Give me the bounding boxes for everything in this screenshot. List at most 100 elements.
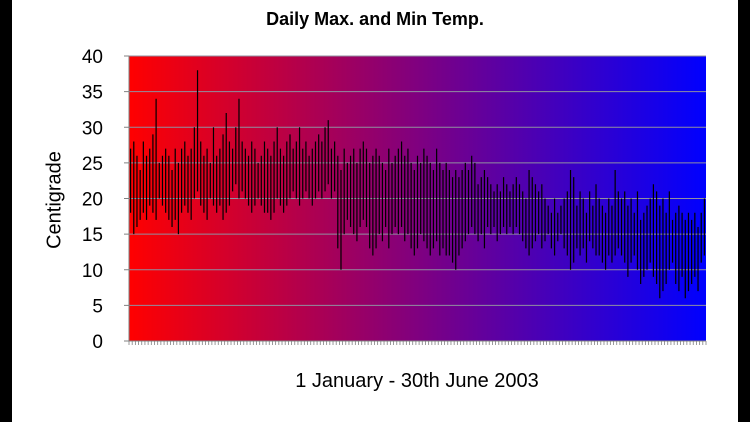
- range-bar: [665, 212, 667, 284]
- range-bar: [311, 148, 313, 206]
- range-bar: [640, 219, 642, 285]
- range-bar: [206, 148, 208, 220]
- range-bar: [353, 148, 355, 235]
- range-bar: [318, 134, 320, 192]
- range-bar: [174, 148, 176, 220]
- range-bar: [684, 219, 686, 299]
- range-bar: [649, 198, 651, 263]
- range-bar: [314, 141, 317, 199]
- range-bar: [142, 141, 144, 213]
- range-bar: [397, 148, 399, 235]
- range-bar: [359, 148, 361, 228]
- range-bar: [388, 148, 390, 249]
- range-bar: [604, 212, 607, 270]
- range-bar: [620, 198, 623, 256]
- range-bar: [244, 148, 246, 199]
- range-bar: [149, 148, 151, 206]
- range-bar: [598, 198, 600, 256]
- range-bar: [394, 155, 396, 227]
- range-bar: [168, 155, 170, 220]
- range-bar: [375, 148, 377, 249]
- range-bar: [235, 127, 237, 185]
- range-bar: [436, 148, 438, 242]
- range-bar: [219, 148, 221, 206]
- range-bar: [573, 177, 575, 263]
- range-bar: [525, 198, 527, 249]
- range-bar: [464, 162, 466, 242]
- range-bar: [493, 191, 495, 228]
- range-bar: [553, 198, 556, 256]
- range-bar: [385, 170, 387, 227]
- range-bar: [477, 184, 479, 242]
- range-bar: [416, 155, 419, 249]
- range-bar: [343, 148, 345, 235]
- range-bar: [369, 162, 371, 249]
- range-bar: [636, 191, 639, 270]
- range-bar: [400, 141, 403, 227]
- range-bars: [129, 70, 706, 299]
- range-bar: [451, 177, 454, 263]
- range-bar: [448, 170, 450, 256]
- range-bar: [365, 148, 368, 228]
- range-bar: [302, 148, 304, 199]
- range-bar: [139, 170, 141, 220]
- range-bar: [467, 170, 470, 235]
- range-bar: [391, 162, 393, 235]
- y-tick-label: 15: [82, 225, 103, 246]
- range-bar: [267, 148, 269, 213]
- range-bar: [611, 205, 613, 263]
- range-bar: [203, 155, 205, 213]
- range-bar: [308, 155, 310, 199]
- range-bar: [528, 170, 530, 256]
- range-bar: [152, 134, 154, 213]
- range-bar: [330, 148, 333, 199]
- range-bar: [531, 177, 533, 249]
- range-bar: [455, 170, 457, 270]
- range-bar: [687, 212, 690, 292]
- range-bar: [305, 141, 307, 192]
- range-bar: [471, 155, 473, 227]
- range-bar: [487, 177, 489, 228]
- range-bar: [671, 219, 674, 263]
- range-bar: [251, 141, 253, 213]
- range-bar: [283, 155, 285, 213]
- range-bar: [614, 170, 616, 256]
- range-bar: [346, 162, 348, 220]
- range-bar: [292, 148, 294, 192]
- range-bar: [461, 170, 463, 249]
- range-bar: [404, 155, 406, 242]
- range-bar: [480, 177, 482, 235]
- range-bar: [324, 127, 326, 192]
- range-bar: [678, 205, 680, 292]
- range-bar: [187, 155, 189, 213]
- chart-title: Daily Max. and Min Temp.: [266, 9, 484, 29]
- range-bar: [161, 155, 164, 206]
- range-bar: [171, 170, 173, 227]
- range-bar: [410, 162, 412, 249]
- range-bar: [589, 191, 591, 242]
- range-bar: [423, 148, 425, 242]
- right-frame-border: [738, 0, 750, 422]
- range-bar: [483, 170, 486, 249]
- range-bar: [200, 141, 202, 206]
- range-bar: [595, 184, 597, 256]
- range-bar: [133, 141, 135, 235]
- range-bar: [413, 170, 415, 256]
- range-bar: [522, 191, 524, 242]
- range-bar: [515, 177, 517, 228]
- y-tick-label: 40: [82, 47, 103, 68]
- range-bar: [506, 184, 508, 235]
- range-bar: [643, 212, 645, 277]
- range-bar: [538, 191, 540, 235]
- range-bar: [340, 170, 342, 270]
- range-bar: [566, 191, 568, 256]
- range-bar: [279, 148, 282, 206]
- range-bar: [432, 170, 435, 249]
- range-bar: [445, 162, 447, 256]
- range-bar: [289, 134, 291, 199]
- range-bar: [474, 162, 476, 235]
- range-bar: [196, 70, 199, 192]
- range-bar: [295, 141, 297, 199]
- range-bar: [241, 141, 243, 192]
